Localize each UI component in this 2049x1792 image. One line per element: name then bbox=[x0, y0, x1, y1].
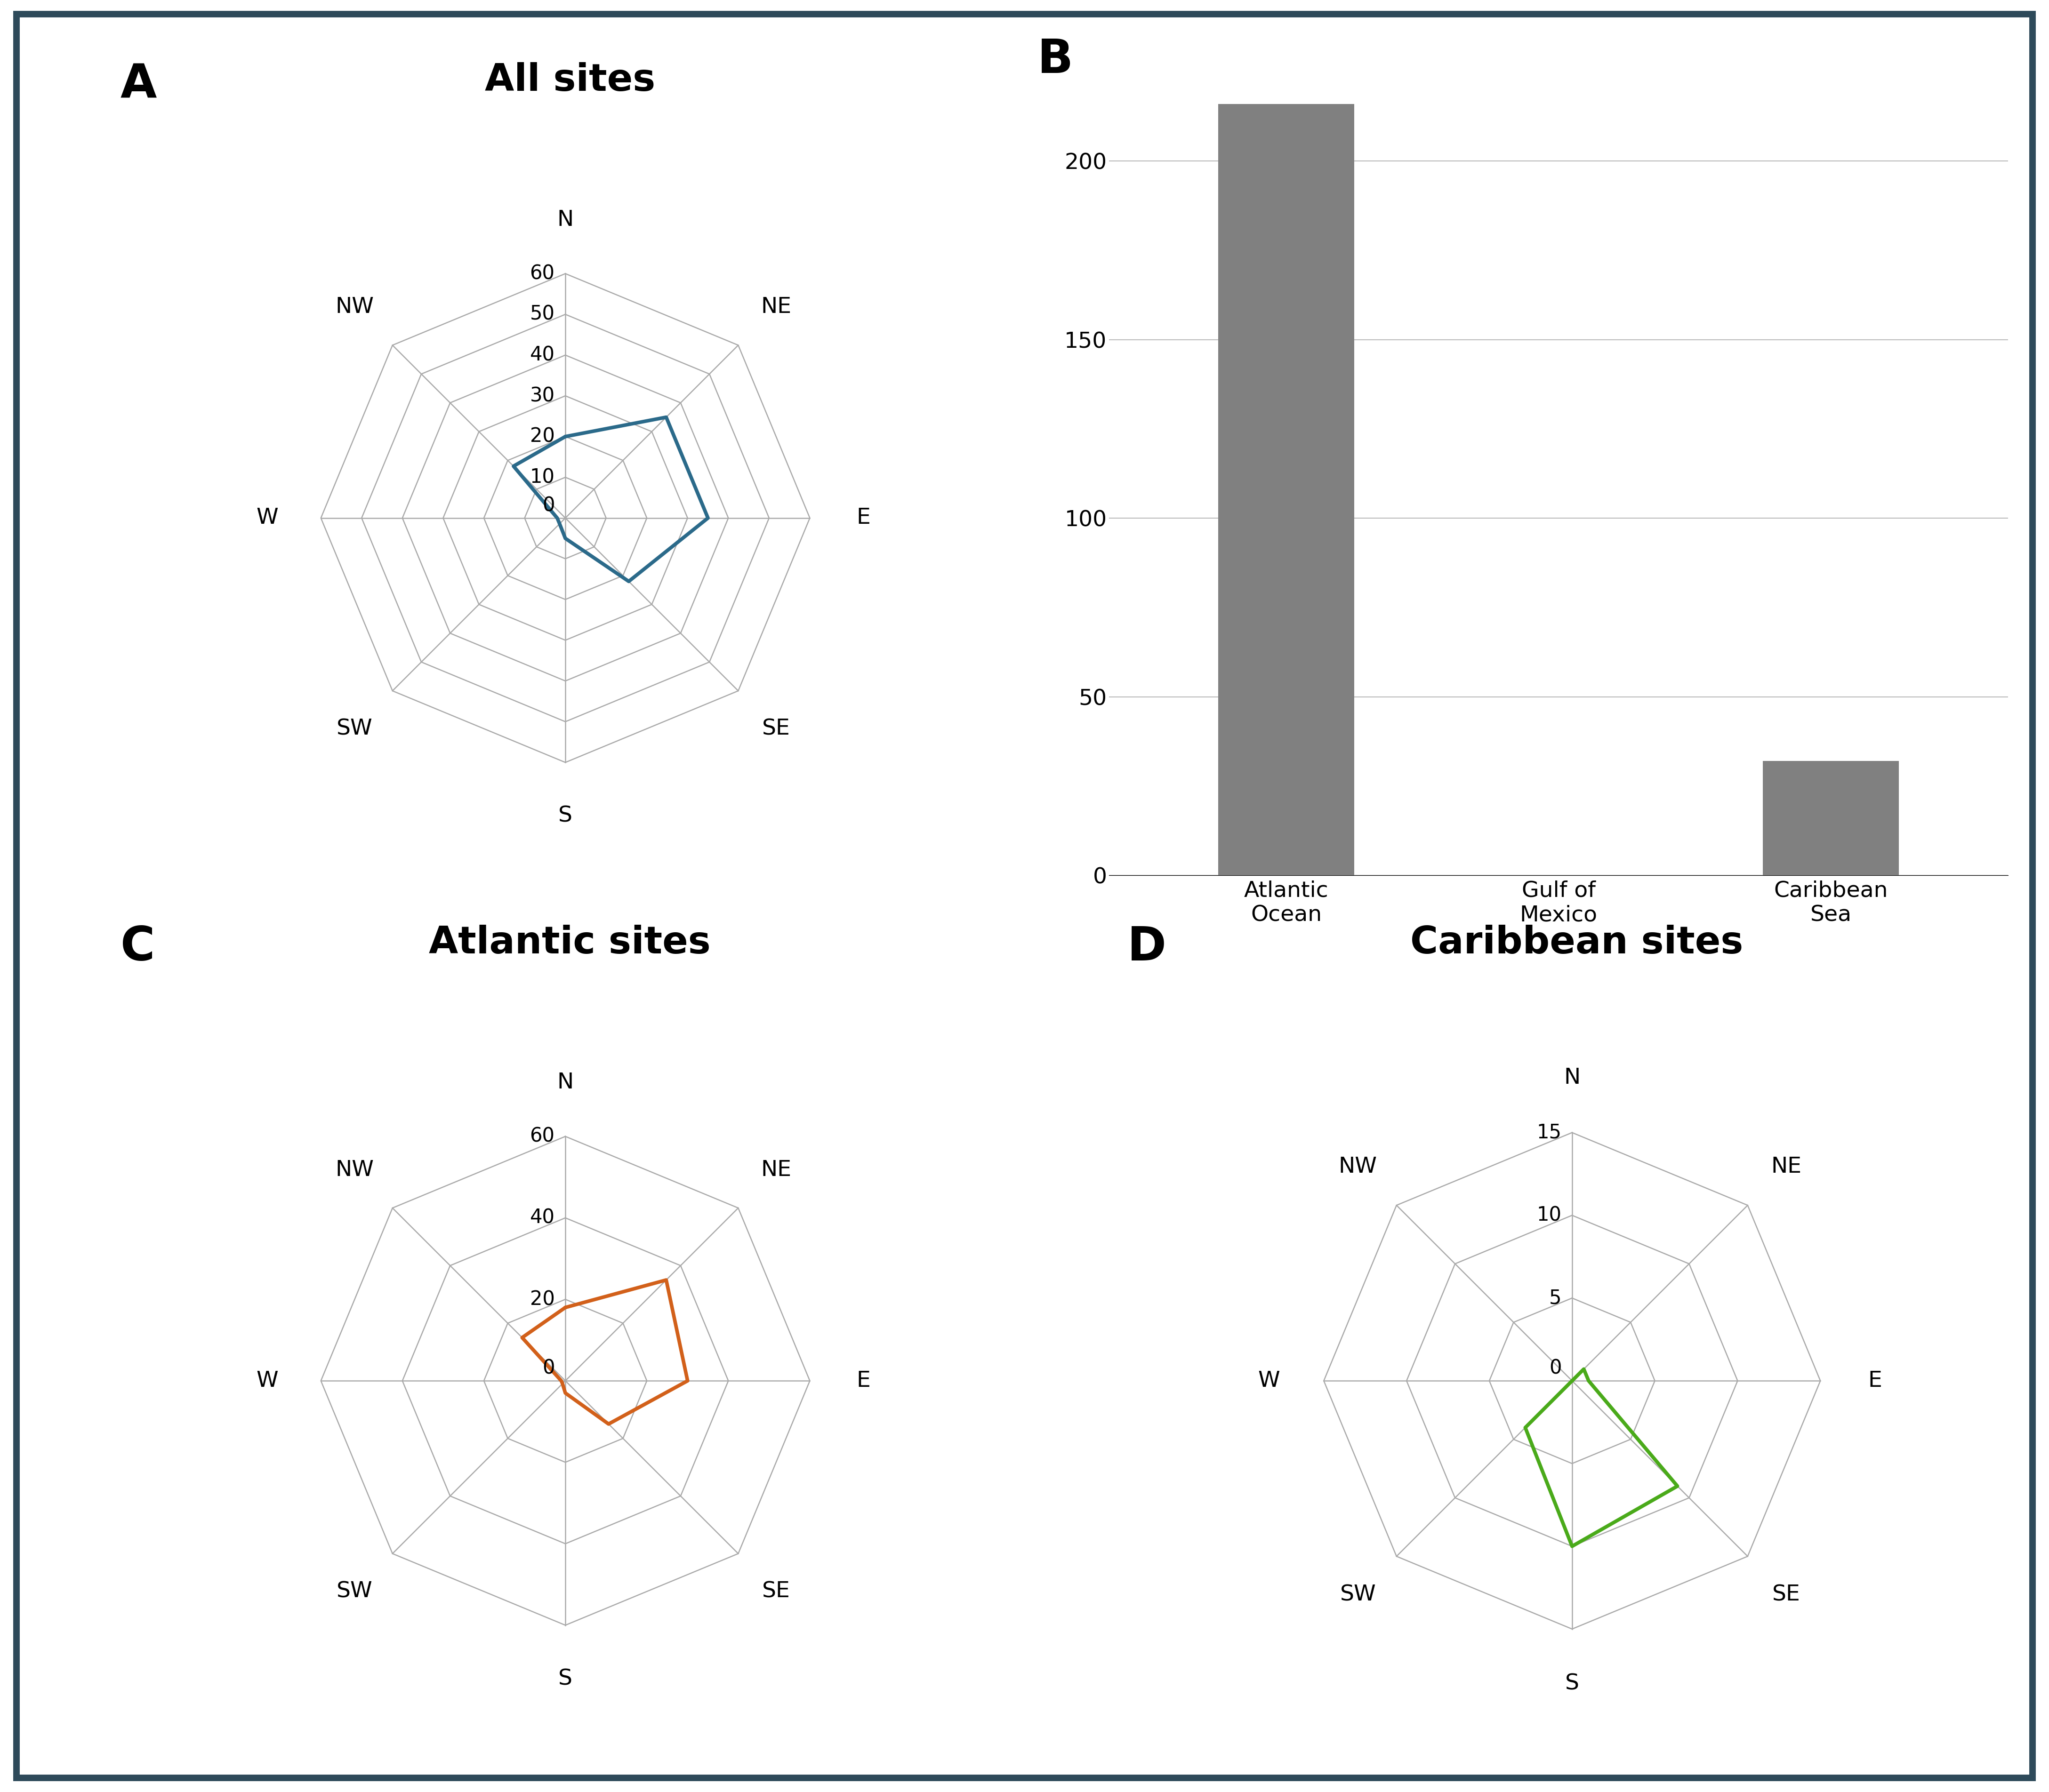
Text: A: A bbox=[121, 63, 158, 108]
Text: All sites: All sites bbox=[486, 63, 656, 99]
Text: Atlantic sites: Atlantic sites bbox=[428, 925, 711, 962]
Bar bbox=[1762, 762, 1899, 876]
Text: B: B bbox=[1037, 38, 1074, 82]
Text: Caribbean sites: Caribbean sites bbox=[1410, 925, 1744, 962]
Text: C: C bbox=[121, 925, 156, 971]
Bar bbox=[1217, 104, 1354, 876]
Text: D: D bbox=[1127, 925, 1166, 971]
